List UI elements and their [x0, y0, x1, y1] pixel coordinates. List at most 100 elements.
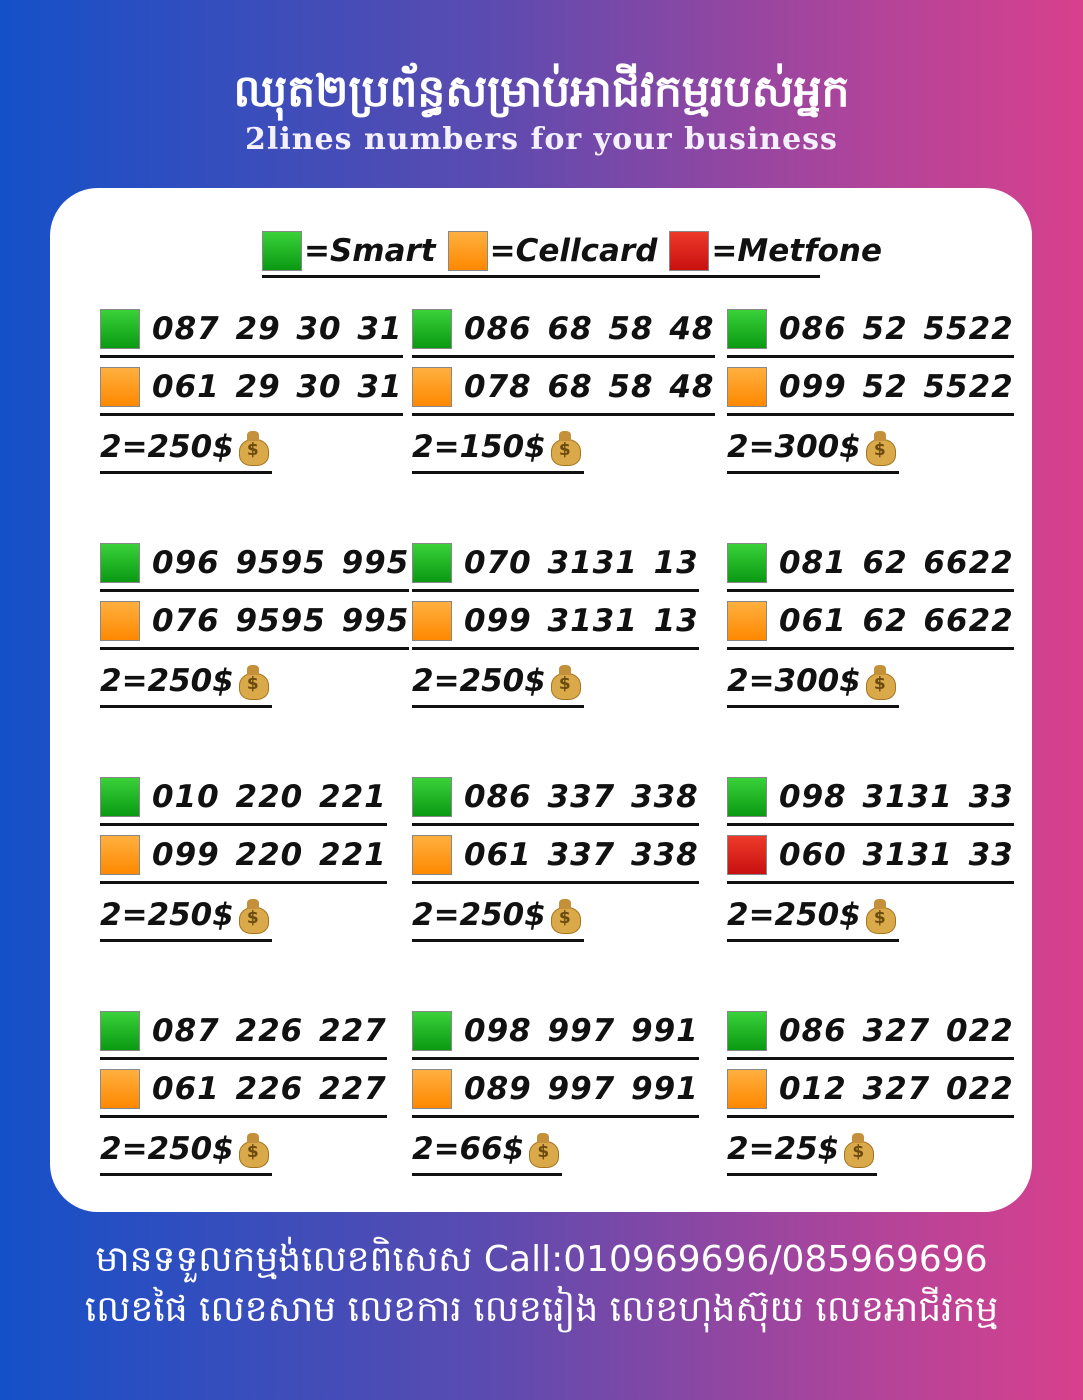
page-subtitle: 2lines numbers for your business: [245, 122, 838, 157]
phone-number: 081 62 6622: [779, 544, 1014, 581]
price-label: 2=150$: [412, 422, 584, 474]
smart-square-icon: [727, 542, 767, 583]
phone-number: 086 68 58 48: [464, 310, 715, 347]
phone-line: 061 337 338: [412, 832, 699, 884]
phone-number: 061 29 30 31: [152, 368, 403, 405]
numbers-card: =Smart =Cellcard =Metfone 087 29 30 31 06…: [50, 188, 1032, 1212]
cellcard-square-icon: [100, 834, 140, 875]
phone-number: 096 9595 995: [152, 544, 410, 581]
phone-number: 098 3131 33: [779, 778, 1014, 815]
phone-line: 096 9595 995: [100, 540, 410, 592]
money-bag-icon: [550, 898, 581, 934]
price-text: 2=66$: [412, 1130, 525, 1167]
price-label: 2=250$: [100, 1124, 272, 1176]
phone-line: 060 3131 33: [727, 832, 1014, 884]
number-set: 010 220 221 099 220 221 2=250$: [100, 774, 390, 942]
smart-square-icon: [412, 1010, 452, 1051]
phone-number: 086 337 338: [464, 778, 699, 815]
price-label: 2=66$: [412, 1124, 563, 1176]
smart-square-icon: [727, 308, 767, 349]
phone-number: 089 997 991: [464, 1070, 699, 1107]
number-set: 096 9595 995 076 9595 995 2=250$: [100, 540, 410, 708]
metfone-square-icon: [727, 834, 767, 875]
phone-number: 061 337 338: [464, 836, 699, 873]
price-label: 2=300$: [727, 656, 899, 708]
price-label: 2=250$: [100, 890, 272, 942]
price-text: 2=150$: [412, 428, 546, 465]
number-set: 087 226 227 061 226 227 2=250$: [100, 1008, 390, 1176]
money-bag-icon: [865, 430, 896, 466]
price-text: 2=300$: [727, 428, 861, 465]
phone-line: 099 220 221: [100, 832, 387, 884]
cellcard-square-icon: [412, 1068, 452, 1109]
legend-metfone: =Metfone: [711, 232, 882, 269]
number-set: 086 327 022 012 327 022 2=25$: [727, 1008, 1017, 1176]
phone-number: 086 52 5522: [779, 310, 1014, 347]
price-text: 2=250$: [100, 1130, 234, 1167]
phone-number: 078 68 58 48: [464, 368, 715, 405]
number-set: 098 997 991 089 997 991 2=66$: [412, 1008, 702, 1176]
money-bag-icon: [843, 1132, 875, 1168]
phone-number: 087 29 30 31: [152, 310, 403, 347]
phone-number: 060 3131 33: [779, 836, 1014, 873]
smart-square-icon: [412, 542, 452, 583]
smart-square-icon: [100, 1010, 140, 1051]
price-text: 2=25$: [727, 1130, 840, 1167]
phone-number: 012 327 022: [779, 1070, 1014, 1107]
phone-number: 086 327 022: [779, 1012, 1014, 1049]
money-bag-icon: [238, 898, 269, 934]
smart-square-icon: [727, 1010, 767, 1051]
phone-number: 099 3131 13: [464, 602, 699, 639]
number-set: 070 3131 13 099 3131 13 2=250$: [412, 540, 702, 708]
smart-square-icon: [100, 308, 140, 349]
phone-line: 076 9595 995: [100, 598, 410, 650]
phone-line: 078 68 58 48: [412, 364, 715, 416]
phone-number: 061 62 6622: [779, 602, 1014, 639]
phone-line: 099 3131 13: [412, 598, 699, 650]
phone-line: 081 62 6622: [727, 540, 1014, 592]
cellcard-square-icon: [412, 600, 452, 641]
cellcard-square-icon: [100, 366, 140, 407]
price-text: 2=250$: [100, 662, 234, 699]
money-bag-icon: [238, 664, 269, 700]
money-bag-icon: [865, 898, 896, 934]
smart-square-icon: [412, 776, 452, 817]
phone-line: 087 29 30 31: [100, 306, 403, 358]
price-text: 2=250$: [727, 896, 861, 933]
phone-number: 098 997 991: [464, 1012, 699, 1049]
cellcard-square-icon: [412, 834, 452, 875]
legend-cellcard: =Cellcard: [489, 232, 658, 269]
phone-line: 061 62 6622: [727, 598, 1014, 650]
price-text: 2=250$: [412, 896, 546, 933]
number-set: 086 68 58 48 078 68 58 48 2=150$: [412, 306, 715, 474]
cellcard-square-icon: [447, 230, 488, 271]
number-set: 098 3131 33 060 3131 33 2=250$: [727, 774, 1017, 942]
price-label: 2=300$: [727, 422, 899, 474]
money-bag-icon: [550, 664, 581, 700]
phone-line: 087 226 227: [100, 1008, 387, 1060]
price-label: 2=250$: [100, 422, 272, 474]
price-label: 2=25$: [727, 1124, 878, 1176]
number-set: 087 29 30 31 061 29 30 31 2=250$: [100, 306, 403, 474]
price-text: 2=250$: [100, 896, 234, 933]
phone-number: 099 220 221: [152, 836, 387, 873]
phone-line: 012 327 022: [727, 1066, 1014, 1118]
phone-line: 061 29 30 31: [100, 364, 403, 416]
phone-line: 086 52 5522: [727, 306, 1014, 358]
cellcard-square-icon: [100, 1068, 140, 1109]
smart-square-icon: [727, 776, 767, 817]
price-text: 2=250$: [412, 662, 546, 699]
cellcard-square-icon: [100, 600, 140, 641]
money-bag-icon: [238, 430, 269, 466]
cellcard-square-icon: [727, 366, 767, 407]
phone-number: 087 226 227: [152, 1012, 387, 1049]
number-set: 086 337 338 061 337 338 2=250$: [412, 774, 702, 942]
phone-line: 098 997 991: [412, 1008, 699, 1060]
footer-categories: លេខផៃ លេខសាម លេខការ លេខរៀង លេខហុងស៊ុយ លេ…: [84, 1289, 999, 1330]
phone-number: 070 3131 13: [464, 544, 699, 581]
phone-line: 098 3131 33: [727, 774, 1014, 826]
smart-square-icon: [262, 230, 302, 271]
price-text: 2=250$: [100, 428, 234, 465]
number-set: 086 52 5522 099 52 5522 2=300$: [727, 306, 1017, 474]
cellcard-square-icon: [412, 366, 452, 407]
